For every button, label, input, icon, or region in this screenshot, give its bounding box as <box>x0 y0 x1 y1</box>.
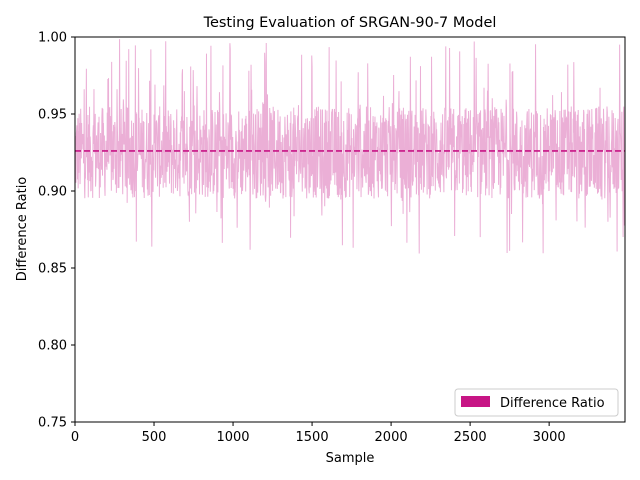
x-tick-label: 3000 <box>533 430 566 445</box>
y-axis: 0.75 0.80 0.85 0.90 0.95 1.00 <box>38 31 75 431</box>
y-tick-label: 0.75 <box>38 416 67 431</box>
x-tick-label: 2000 <box>375 430 408 445</box>
legend-label-difference-ratio: Difference Ratio <box>500 396 605 411</box>
x-tick-label: 500 <box>142 430 167 445</box>
legend: Difference Ratio <box>454 388 619 417</box>
x-tick-label: 1500 <box>296 430 329 445</box>
x-tick-label: 1000 <box>216 430 249 445</box>
x-axis: 0 500 1000 1500 2000 2500 3000 <box>71 422 566 445</box>
legend-patch-difference-ratio <box>461 396 490 407</box>
y-tick-label: 0.90 <box>38 185 67 200</box>
y-axis-title: Difference Ratio <box>15 177 30 282</box>
y-tick-label: 0.80 <box>38 339 67 354</box>
x-tick-label: 2500 <box>454 430 487 445</box>
y-tick-label: 0.95 <box>38 108 67 123</box>
series-difference-ratio <box>74 39 626 254</box>
plot-area <box>74 36 626 423</box>
x-tick-label: 0 <box>71 430 79 445</box>
y-tick-label: 1.00 <box>38 31 67 46</box>
legend-box <box>454 388 619 417</box>
axes-frame <box>74 36 626 423</box>
x-axis-title: Sample <box>326 451 375 466</box>
chart-title: Testing Evaluation of SRGAN-90-7 Model <box>203 15 497 31</box>
series-line <box>74 39 626 254</box>
y-tick-label: 0.85 <box>38 262 67 277</box>
